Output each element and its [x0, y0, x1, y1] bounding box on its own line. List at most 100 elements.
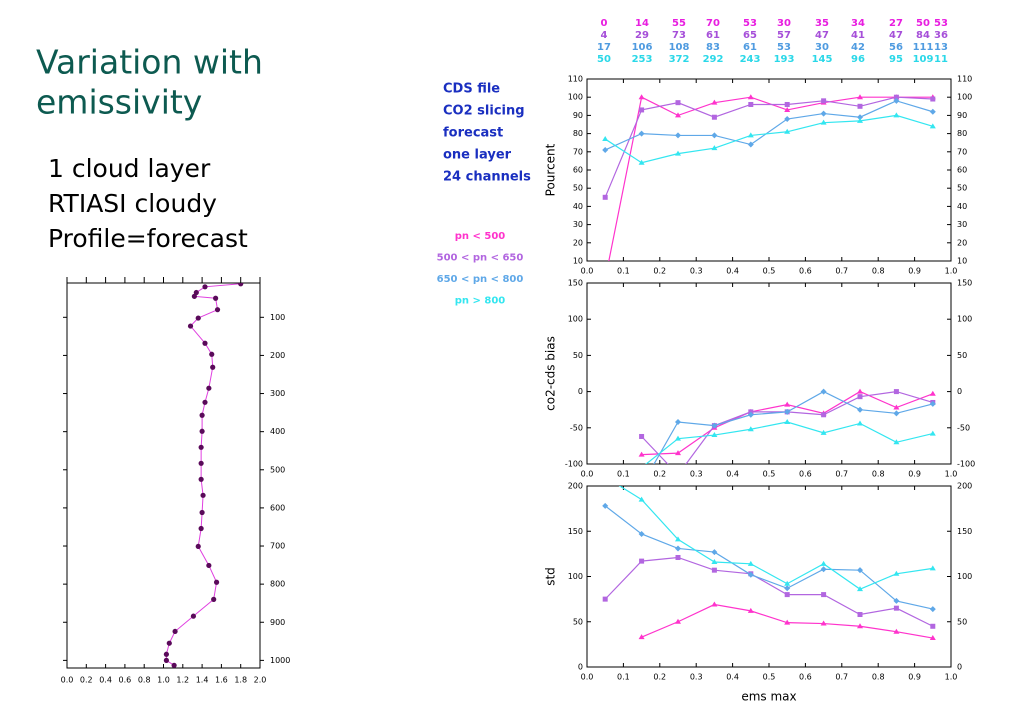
count-cell: 70 — [706, 18, 720, 29]
marker — [747, 141, 754, 148]
x-tick-label: 0.3 — [690, 470, 703, 479]
marker — [195, 315, 201, 321]
marker — [893, 94, 899, 100]
marker — [639, 433, 645, 439]
y-tick-label: 80 — [573, 129, 583, 138]
y-axis-title: co2-cds bias — [544, 336, 558, 411]
slide-title: emissivity — [36, 83, 202, 122]
marker — [929, 123, 936, 129]
marker — [639, 558, 645, 564]
y-tick-label: 10 — [573, 257, 583, 266]
marker — [711, 549, 718, 556]
y-tick-label-right: 900 — [270, 618, 285, 627]
marker — [638, 634, 645, 640]
y-tick-label-right: 200 — [270, 351, 285, 360]
y-tick-label: 50 — [573, 617, 583, 626]
legend-entry: 650 < pn < 800 — [437, 274, 524, 285]
x-tick-label: 1.0 — [945, 673, 958, 682]
marker — [820, 560, 827, 566]
x-tick-label: 1.2 — [176, 676, 189, 685]
bullet: 1 cloud layer — [48, 154, 211, 183]
y-tick-label: 70 — [573, 147, 583, 156]
x-tick-label: 0.8 — [138, 676, 151, 685]
count-cell: 253 — [632, 54, 653, 65]
marker — [820, 566, 827, 573]
y-tick-label-right: 20 — [957, 238, 967, 247]
marker — [675, 112, 681, 118]
y-tick-label-right: 50 — [957, 184, 967, 193]
x-tick-label: 0.9 — [908, 470, 921, 479]
series-line — [604, 556, 934, 627]
marker — [711, 559, 718, 565]
y-tick-label: 50 — [573, 184, 583, 193]
marker — [675, 435, 681, 441]
marker — [857, 406, 863, 413]
y-tick-label: -100 — [565, 460, 583, 469]
marker — [893, 570, 900, 576]
x-tick-label: 0.7 — [835, 673, 848, 682]
legend-entry: pn > 800 — [455, 296, 506, 307]
y-tick-label: 50 — [573, 351, 583, 360]
y-tick-label-right: 50 — [957, 617, 967, 626]
count-cell: 55 — [672, 18, 686, 29]
marker — [820, 119, 827, 125]
count-cell: 61 — [743, 42, 757, 53]
count-cell: 56 — [889, 42, 903, 53]
x-tick-label: 0.9 — [908, 673, 921, 682]
marker — [711, 567, 717, 573]
x-tick-label: 0.9 — [908, 267, 921, 276]
x-tick-label: 0.3 — [690, 673, 703, 682]
x-axis-title: ems max — [741, 690, 796, 704]
y-tick-label-right: 800 — [270, 580, 285, 589]
marker — [747, 411, 754, 418]
y-tick-label: 100 — [568, 315, 583, 324]
marker — [202, 284, 208, 290]
marker — [198, 476, 204, 482]
marker — [172, 628, 178, 635]
y-tick-label-right: 100 — [270, 313, 285, 322]
marker — [747, 132, 754, 138]
marker — [711, 432, 718, 438]
y-tick-label: 60 — [573, 166, 583, 175]
count-cell: 13 — [934, 42, 948, 53]
marker — [857, 394, 863, 400]
marker — [638, 530, 645, 537]
count-cell: 96 — [851, 54, 865, 65]
marker — [638, 130, 645, 137]
count-cell: 57 — [777, 30, 791, 41]
y-tick-label-right: 50 — [957, 351, 967, 360]
count-cell: 50 — [597, 54, 611, 65]
y-tick-label-right: 400 — [270, 427, 285, 436]
y-tick-label: -50 — [570, 423, 583, 432]
count-cell: 35 — [815, 18, 829, 29]
marker — [893, 97, 900, 104]
x-tick-label: 0.6 — [119, 676, 132, 685]
marker — [929, 108, 936, 115]
marker — [893, 605, 899, 611]
x-tick-label: 0.6 — [799, 673, 812, 682]
count-cell: 41 — [851, 30, 865, 41]
y-tick-label: 0 — [578, 387, 583, 396]
y-tick-label: 110 — [568, 75, 583, 84]
y-tick-label-right: 30 — [957, 220, 967, 229]
setup-label: 24 channels — [443, 170, 531, 185]
count-cell: 34 — [851, 18, 865, 29]
x-tick-label: 0.5 — [763, 673, 776, 682]
marker — [857, 623, 863, 629]
y-tick-label: 90 — [573, 111, 583, 120]
marker — [857, 586, 863, 592]
x-tick-label: 2.0 — [254, 676, 267, 685]
count-cell: 47 — [889, 30, 903, 41]
count-cell: 108 — [669, 42, 690, 53]
count-cell: 292 — [703, 54, 724, 65]
y-tick-label-right: 100 — [957, 93, 972, 102]
marker — [747, 571, 754, 578]
x-tick-label: 0.2 — [653, 267, 666, 276]
marker — [821, 98, 827, 104]
marker — [210, 364, 216, 370]
y-tick-label-right: 200 — [957, 482, 972, 491]
plot-area — [163, 283, 244, 668]
marker — [929, 390, 936, 396]
y-tick-label-right: -50 — [957, 423, 970, 432]
